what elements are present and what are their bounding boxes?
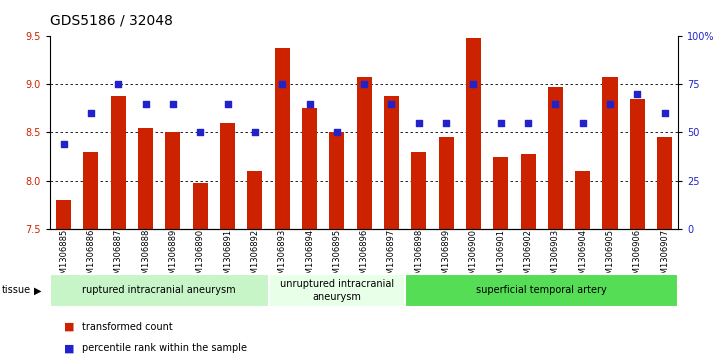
Bar <box>548 87 563 229</box>
Point <box>413 120 425 126</box>
Point <box>331 130 343 135</box>
Text: GSM1306904: GSM1306904 <box>578 229 587 285</box>
Bar <box>193 183 208 229</box>
Bar <box>329 132 344 229</box>
Bar <box>166 132 181 229</box>
Point <box>441 120 452 126</box>
Text: GSM1306895: GSM1306895 <box>332 229 341 285</box>
Text: GSM1306885: GSM1306885 <box>59 229 68 285</box>
Point <box>276 82 288 87</box>
Point <box>577 120 588 126</box>
Point <box>113 82 124 87</box>
Text: unruptured intracranial
aneurysm: unruptured intracranial aneurysm <box>280 279 394 302</box>
Text: GSM1306890: GSM1306890 <box>196 229 205 285</box>
Point <box>550 101 561 107</box>
Text: GDS5186 / 32048: GDS5186 / 32048 <box>50 13 173 27</box>
Text: tissue: tissue <box>2 285 31 295</box>
Bar <box>247 171 262 229</box>
Text: superficial temporal artery: superficial temporal artery <box>476 285 607 295</box>
Text: GSM1306896: GSM1306896 <box>360 229 368 285</box>
Point <box>222 101 233 107</box>
Point <box>85 110 96 116</box>
Text: transformed count: transformed count <box>82 322 173 332</box>
Text: GSM1306893: GSM1306893 <box>278 229 287 285</box>
Point <box>303 101 315 107</box>
Bar <box>56 200 71 229</box>
Bar <box>411 152 426 229</box>
Text: GSM1306894: GSM1306894 <box>305 229 314 285</box>
Bar <box>302 109 317 229</box>
Bar <box>657 137 672 229</box>
Point <box>358 82 370 87</box>
Text: GSM1306892: GSM1306892 <box>251 229 259 285</box>
Bar <box>50 274 268 307</box>
Bar <box>493 156 508 229</box>
Point <box>659 110 670 116</box>
Text: GSM1306888: GSM1306888 <box>141 229 150 285</box>
Text: GSM1306897: GSM1306897 <box>387 229 396 285</box>
Text: GSM1306886: GSM1306886 <box>86 229 96 285</box>
Bar <box>630 99 645 229</box>
Point <box>468 82 479 87</box>
Text: GSM1306900: GSM1306900 <box>469 229 478 285</box>
Text: GSM1306889: GSM1306889 <box>169 229 177 285</box>
Bar <box>384 96 399 229</box>
Text: GSM1306906: GSM1306906 <box>633 229 642 285</box>
Bar <box>356 77 372 229</box>
Bar <box>438 137 453 229</box>
Text: GSM1306905: GSM1306905 <box>605 229 615 285</box>
Text: ■: ■ <box>64 343 75 354</box>
Text: GSM1306887: GSM1306887 <box>114 229 123 285</box>
Point <box>386 101 397 107</box>
Text: GSM1306891: GSM1306891 <box>223 229 232 285</box>
Bar <box>111 96 126 229</box>
Point <box>523 120 534 126</box>
Point <box>495 120 506 126</box>
Point <box>604 101 615 107</box>
Text: ■: ■ <box>64 322 75 332</box>
Point <box>194 130 206 135</box>
Bar <box>603 77 618 229</box>
Bar <box>220 123 235 229</box>
Point <box>58 141 69 147</box>
Point <box>140 101 151 107</box>
Point <box>249 130 261 135</box>
Bar <box>521 154 536 229</box>
Bar <box>405 274 678 307</box>
Bar <box>84 152 99 229</box>
Text: GSM1306907: GSM1306907 <box>660 229 669 285</box>
Point <box>167 101 178 107</box>
Text: GSM1306899: GSM1306899 <box>441 229 451 285</box>
Text: GSM1306901: GSM1306901 <box>496 229 506 285</box>
Bar <box>268 274 405 307</box>
Bar <box>275 48 290 229</box>
Bar <box>466 38 481 229</box>
Text: GSM1306903: GSM1306903 <box>551 229 560 285</box>
Bar <box>575 171 590 229</box>
Text: percentile rank within the sample: percentile rank within the sample <box>82 343 247 354</box>
Point <box>632 91 643 97</box>
Bar <box>138 128 153 229</box>
Text: GSM1306902: GSM1306902 <box>523 229 533 285</box>
Text: ▶: ▶ <box>34 285 42 295</box>
Text: ruptured intracranial aneurysm: ruptured intracranial aneurysm <box>82 285 236 295</box>
Text: GSM1306898: GSM1306898 <box>414 229 423 285</box>
